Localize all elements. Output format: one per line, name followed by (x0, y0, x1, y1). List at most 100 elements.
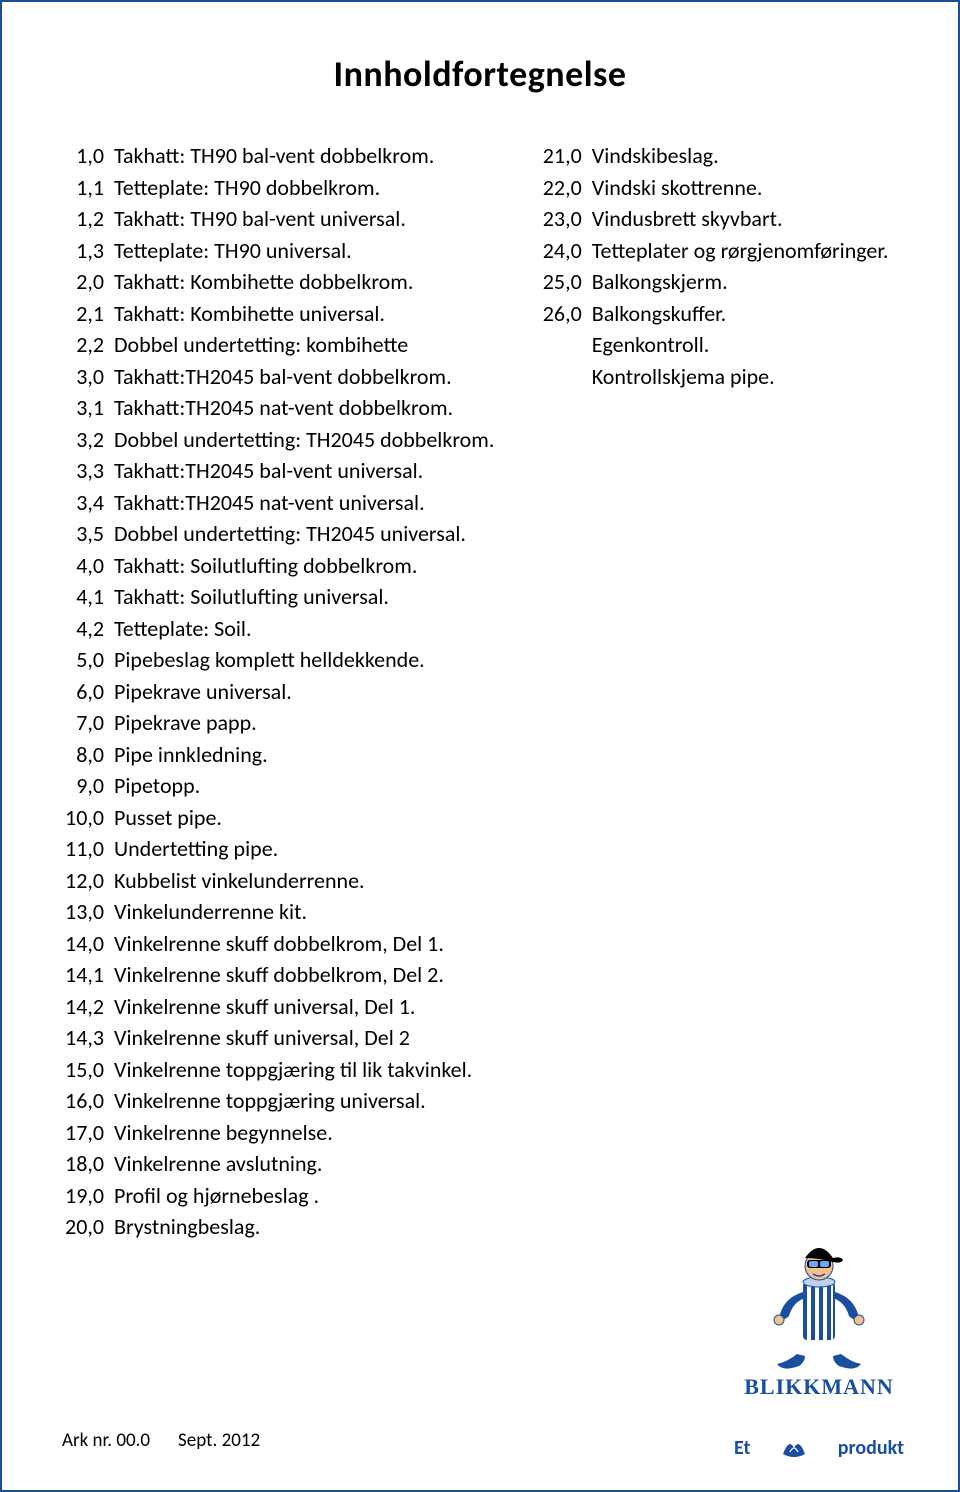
toc-number: 14,1 (62, 959, 114, 991)
toc-row: 15,0Vinkelrenne toppgjæring til lik takv… (62, 1054, 530, 1086)
toc-row: 3,0Takhatt:TH2045 bal-vent dobbelkrom. (62, 361, 530, 393)
toc-row: 3,1Takhatt:TH2045 nat-vent dobbelkrom. (62, 392, 530, 424)
toc-number: 17,0 (62, 1117, 114, 1149)
toc-row: 1,3Tetteplate: TH90 universal. (62, 235, 530, 267)
toc-number: 1,3 (62, 235, 114, 267)
toc-row: 14,2Vinkelrenne skuff universal, Del 1. (62, 991, 530, 1023)
brand-logo: BLIKKMANN Et produkt (734, 1236, 904, 1460)
toc-number: 3,3 (62, 455, 114, 487)
toc-text: Dobbel undertetting: TH2045 dobbelkrom. (114, 424, 530, 456)
toc-row: 10,0Pusset pipe. (62, 802, 530, 834)
toc-row: 2,2Dobbel undertetting: kombihette (62, 329, 530, 361)
toc-row: 14,3Vinkelrenne skuff universal, Del 2 (62, 1022, 530, 1054)
toc-text: Profil og hjørnebeslag . (114, 1180, 530, 1212)
toc-number: 10,0 (62, 802, 114, 834)
toc-text: Tetteplate: TH90 universal. (114, 235, 530, 267)
toc-number: 24,0 (540, 235, 592, 267)
tagline-prefix: Et (734, 1436, 750, 1460)
toc-number: 14,0 (62, 928, 114, 960)
toc-row: 14,0Vinkelrenne skuff dobbelkrom, Del 1. (62, 928, 530, 960)
toc-text: Tetteplater og rørgjenomføringer. (592, 235, 898, 267)
toc-text: Pipekrave universal. (114, 676, 530, 708)
toc-row: 4,2Tetteplate: Soil. (62, 613, 530, 645)
toc-number: 9,0 (62, 770, 114, 802)
toc-number: 1,1 (62, 172, 114, 204)
toc-row: 12,0Kubbelist vinkelunderrenne. (62, 865, 530, 897)
toc-number: 3,0 (62, 361, 114, 393)
toc-text: Takhatt: Kombihette universal. (114, 298, 530, 330)
toc-text: Vinkelrenne toppgjæring universal. (114, 1085, 530, 1117)
toc-row: Kontrollskjema pipe. (540, 361, 898, 393)
toc-text: Tetteplate: Soil. (114, 613, 530, 645)
toc-column-right: 21,0Vindskibeslag.22,0Vindski skottrenne… (540, 140, 898, 1243)
toc-text: Vindski skottrenne. (592, 172, 898, 204)
toc-number (540, 329, 592, 361)
toc-text: Vinkelrenne skuff dobbelkrom, Del 2. (114, 959, 530, 991)
toc-text: Takhatt: Soilutlufting dobbelkrom. (114, 550, 530, 582)
toc-number: 2,0 (62, 266, 114, 298)
brand-name: BLIKKMANN (734, 1374, 904, 1400)
toc-row: 13,0Vinkelunderrenne kit. (62, 896, 530, 928)
footer: Ark nr. 00.0Sept. 2012 (62, 1429, 260, 1452)
toc-number: 2,1 (62, 298, 114, 330)
toc-number: 18,0 (62, 1148, 114, 1180)
toc-number: 15,0 (62, 1054, 114, 1086)
toc-text: Takhatt:TH2045 bal-vent universal. (114, 455, 530, 487)
toc-text: Dobbel undertetting: kombihette (114, 329, 530, 361)
leaf-icon (779, 1438, 809, 1458)
toc-number: 14,3 (62, 1022, 114, 1054)
toc-row: 9,0Pipetopp. (62, 770, 530, 802)
toc-text: Takhatt: Soilutlufting universal. (114, 581, 530, 613)
toc-text: Takhatt:TH2045 nat-vent universal. (114, 487, 530, 519)
toc-number: 8,0 (62, 739, 114, 771)
toc-number: 6,0 (62, 676, 114, 708)
toc-number: 1,2 (62, 203, 114, 235)
toc-text: Vinkelrenne begynnelse. (114, 1117, 530, 1149)
toc-text: Vinkelrenne toppgjæring til lik takvinke… (114, 1054, 530, 1086)
toc-row: 22,0Vindski skottrenne. (540, 172, 898, 204)
toc-text: Brystningbeslag. (114, 1211, 530, 1243)
toc-row: 1,2Takhatt: TH90 bal-vent universal. (62, 203, 530, 235)
toc-text: Balkongskuffer. (592, 298, 898, 330)
toc-row: 23,0Vindusbrett skyvbart. (540, 203, 898, 235)
toc-row: 26,0Balkongskuffer. (540, 298, 898, 330)
toc-number: 4,0 (62, 550, 114, 582)
toc-text: Vinkelrenne skuff dobbelkrom, Del 1. (114, 928, 530, 960)
toc-number: 13,0 (62, 896, 114, 928)
toc-row: 4,1Takhatt: Soilutlufting universal. (62, 581, 530, 613)
toc-text: Takhatt:TH2045 bal-vent dobbelkrom. (114, 361, 530, 393)
toc-text: Balkongskjerm. (592, 266, 898, 298)
toc-number: 1,0 (62, 140, 114, 172)
toc-row: 4,0Takhatt: Soilutlufting dobbelkrom. (62, 550, 530, 582)
toc-row: 8,0Pipe innkledning. (62, 739, 530, 771)
toc-row: 3,5Dobbel undertetting: TH2045 universal… (62, 518, 530, 550)
toc-number: 25,0 (540, 266, 592, 298)
toc-number: 22,0 (540, 172, 592, 204)
toc-text: Vinkelrenne skuff universal, Del 2 (114, 1022, 530, 1054)
toc-number: 7,0 (62, 707, 114, 739)
toc-text: Takhatt:TH2045 nat-vent dobbelkrom. (114, 392, 530, 424)
toc-row: 14,1Vinkelrenne skuff dobbelkrom, Del 2. (62, 959, 530, 991)
toc-number: 20,0 (62, 1211, 114, 1243)
toc-text: Vinkelunderrenne kit. (114, 896, 530, 928)
toc-text: Takhatt: TH90 bal-vent universal. (114, 203, 530, 235)
toc-text: Takhatt: TH90 bal-vent dobbelkrom. (114, 140, 530, 172)
toc-column-left: 1,0Takhatt: TH90 bal-vent dobbelkrom.1,1… (62, 140, 530, 1243)
brand-tagline: Et produkt (734, 1436, 904, 1460)
toc-text: Takhatt: Kombihette dobbelkrom. (114, 266, 530, 298)
toc-number: 3,1 (62, 392, 114, 424)
mascot-icon (759, 1236, 879, 1376)
toc-row: 5,0Pipebeslag komplett helldekkende. (62, 644, 530, 676)
toc-text: Undertetting pipe. (114, 833, 530, 865)
toc-row: Egenkontroll. (540, 329, 898, 361)
toc-text: Pipekrave papp. (114, 707, 530, 739)
toc-number: 3,2 (62, 424, 114, 456)
toc-row: 21,0Vindskibeslag. (540, 140, 898, 172)
toc-number: 12,0 (62, 865, 114, 897)
toc-text: Kontrollskjema pipe. (592, 361, 898, 393)
toc-row: 24,0Tetteplater og rørgjenomføringer. (540, 235, 898, 267)
toc-text: Dobbel undertetting: TH2045 universal. (114, 518, 530, 550)
toc-text: Vinkelrenne avslutning. (114, 1148, 530, 1180)
toc-number: 11,0 (62, 833, 114, 865)
sheet-number: Ark nr. 00.0 (62, 1429, 150, 1452)
